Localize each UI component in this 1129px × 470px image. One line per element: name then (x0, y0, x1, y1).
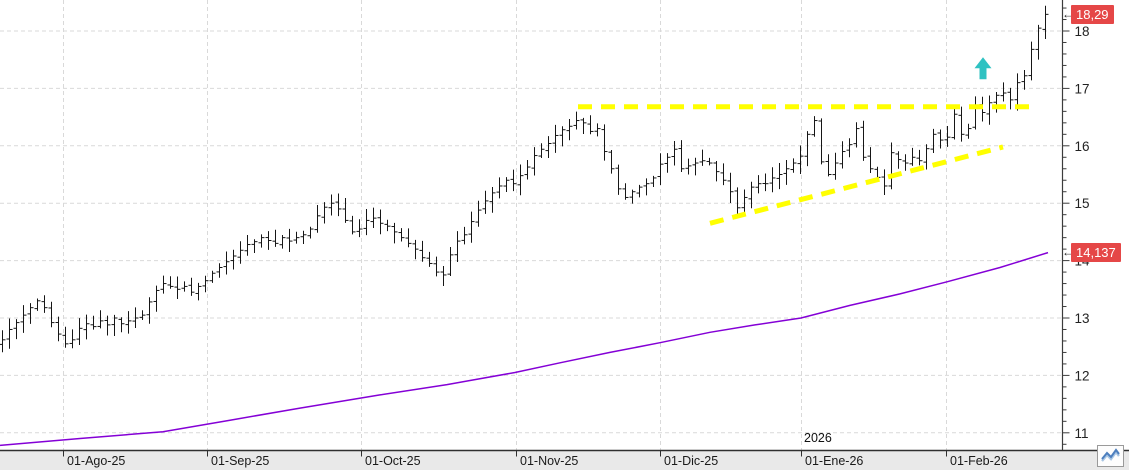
price-scale-button[interactable] (1097, 445, 1124, 467)
moving-average-value: 14,137 (1071, 243, 1121, 262)
moving-average-line (0, 251, 1049, 447)
y-axis-label: 15 (1075, 196, 1090, 211)
x-axis-label: 01-Nov-25 (520, 454, 578, 468)
x-axis-label: 01-Feb-26 (950, 454, 1008, 468)
ma-pointer-arrow-icon: ← (1062, 245, 1074, 259)
moving-average-badge: ← 14,137 (1062, 243, 1121, 262)
x-axis-label: 01-Ago-25 (67, 454, 125, 468)
price-pointer-arrow-icon: ← (1062, 7, 1074, 21)
x-axis-label: 01-Oct-25 (365, 454, 421, 468)
y-axis-label: 18 (1075, 24, 1090, 39)
y-axis-label: 13 (1075, 311, 1090, 326)
last-price-value: 18,29 (1071, 5, 1114, 24)
y-axis-label: 17 (1075, 81, 1090, 96)
x-axis-strip (0, 451, 1129, 470)
year-label: 2026 (804, 431, 832, 445)
support-trendline (709, 144, 1004, 226)
x-axis-label: 01-Ene-26 (805, 454, 863, 468)
y-axis-label: 16 (1075, 139, 1090, 154)
y-axis-label: 12 (1075, 368, 1090, 383)
y-axis-label: 11 (1075, 426, 1089, 441)
zigzag-line-icon (1101, 448, 1120, 462)
buy-signal-arrow-icon (974, 57, 992, 80)
last-price-badge: ← 18,29 (1062, 5, 1114, 24)
x-axis-label: 01-Sep-25 (211, 454, 269, 468)
x-axis-label: 01-Dic-25 (664, 454, 718, 468)
